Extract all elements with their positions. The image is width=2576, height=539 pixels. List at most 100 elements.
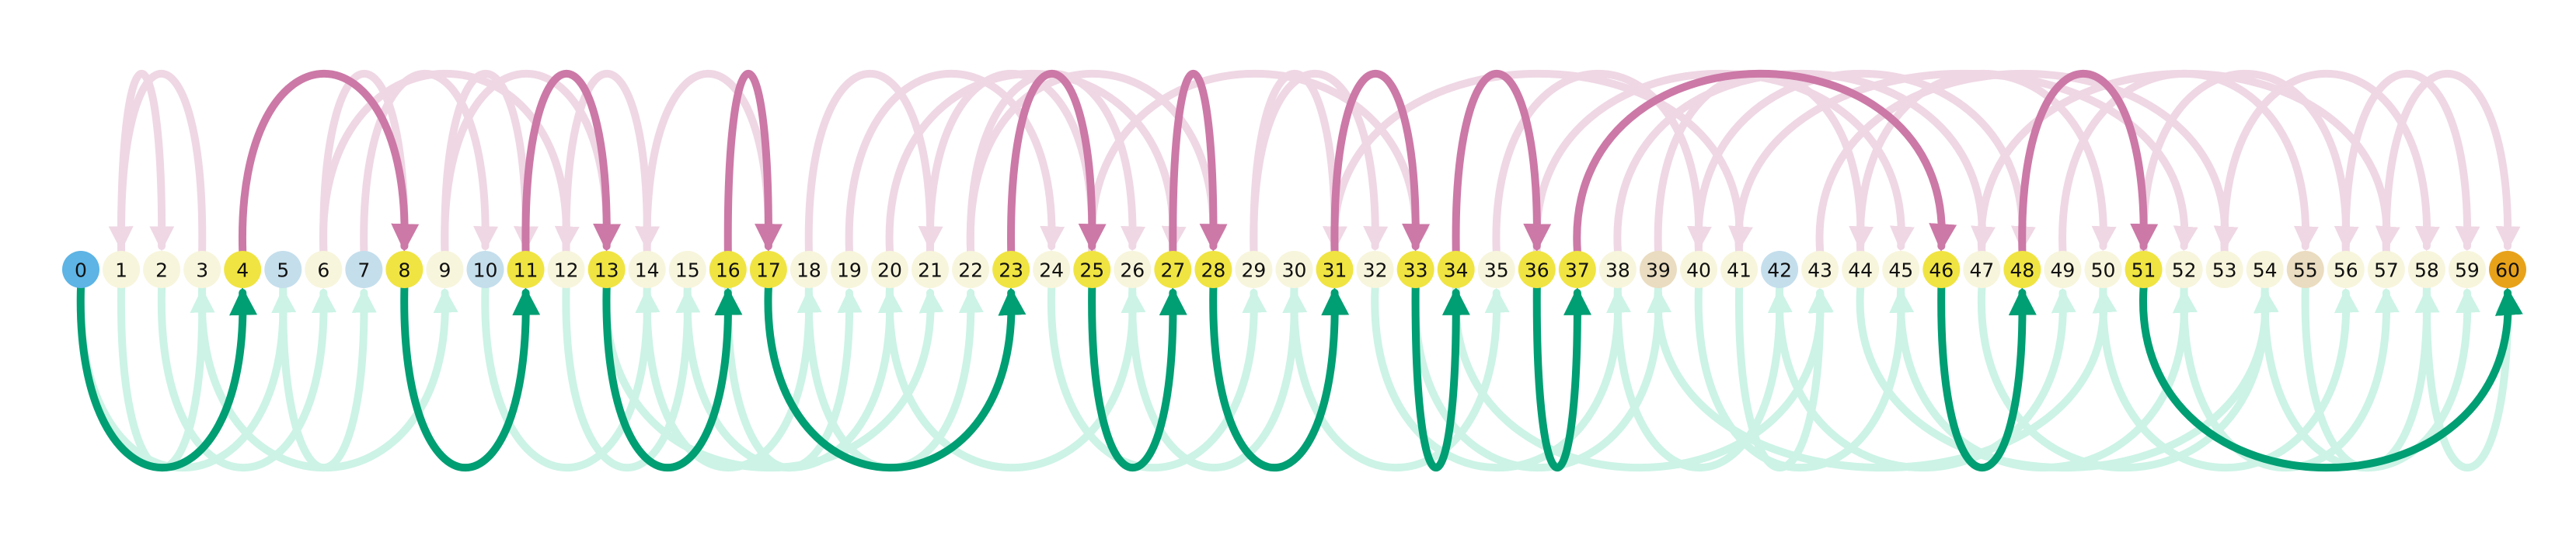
node-circle bbox=[345, 251, 383, 288]
node-circle bbox=[709, 251, 747, 288]
node-circle bbox=[1842, 251, 1880, 288]
node-circle bbox=[1114, 251, 1152, 288]
node-22: 22 bbox=[952, 251, 990, 288]
node-label: 33 bbox=[1403, 259, 1428, 282]
background-edge-53-58 bbox=[2220, 69, 2440, 255]
node-circle bbox=[305, 251, 343, 288]
node-label: 6 bbox=[317, 259, 329, 282]
node-label: 48 bbox=[2010, 259, 2034, 282]
path-edge-27-28 bbox=[1169, 69, 1228, 255]
node-circle bbox=[264, 251, 302, 288]
node-circle bbox=[2327, 251, 2365, 288]
node-label: 37 bbox=[1565, 259, 1590, 282]
node-label: 25 bbox=[1079, 259, 1104, 282]
node-15: 15 bbox=[668, 251, 706, 288]
background-edge-10-14 bbox=[481, 284, 661, 471]
path-edge-33-34 bbox=[1411, 284, 1470, 472]
node-circle bbox=[1598, 251, 1637, 288]
node-circle bbox=[2367, 251, 2405, 288]
node-circle bbox=[668, 251, 706, 288]
node-label: 10 bbox=[473, 259, 498, 282]
background-edge-30-35 bbox=[1290, 284, 1510, 472]
node-label: 8 bbox=[398, 259, 410, 282]
node-label: 44 bbox=[1848, 259, 1873, 282]
background-edge-13-21 bbox=[602, 284, 944, 472]
node-4: 4 bbox=[224, 251, 262, 288]
node-circle bbox=[790, 251, 828, 288]
node-55: 55 bbox=[2286, 251, 2324, 288]
path-edge-11-13 bbox=[521, 70, 622, 255]
node-20: 20 bbox=[871, 251, 908, 288]
node-59: 59 bbox=[2448, 251, 2486, 288]
node-circle bbox=[587, 251, 626, 288]
node-label: 2 bbox=[155, 259, 168, 282]
background-edge-41-43 bbox=[1735, 284, 1833, 471]
node-37: 37 bbox=[1558, 251, 1596, 288]
node-label: 42 bbox=[1767, 259, 1792, 282]
node-circle bbox=[2448, 251, 2486, 288]
node-label: 26 bbox=[1120, 259, 1145, 282]
path-edge-46-48 bbox=[1937, 284, 2037, 471]
node-circle bbox=[749, 251, 787, 288]
node-circle bbox=[2044, 251, 2082, 288]
node-circle bbox=[2165, 251, 2203, 288]
node-circle bbox=[2084, 251, 2122, 288]
background-edge-3-1 bbox=[108, 70, 207, 255]
node-label: 21 bbox=[918, 259, 943, 282]
node-circle bbox=[1316, 251, 1354, 288]
node-label: 41 bbox=[1727, 259, 1752, 282]
node-circle bbox=[1720, 251, 1759, 288]
path-edge-25-27 bbox=[1088, 284, 1187, 471]
node-circle bbox=[1477, 251, 1515, 288]
background-edge-41-52 bbox=[1734, 69, 2198, 255]
node-label: 7 bbox=[357, 259, 370, 282]
node-label: 13 bbox=[594, 259, 619, 282]
node-circle bbox=[952, 251, 990, 288]
node-0: 0 bbox=[62, 251, 99, 288]
node-53: 53 bbox=[2205, 251, 2243, 288]
node-label: 57 bbox=[2374, 259, 2399, 282]
node-circle bbox=[2003, 251, 2041, 288]
background-edge-20-27 bbox=[885, 69, 1187, 255]
node-1: 1 bbox=[103, 251, 141, 288]
node-label: 35 bbox=[1484, 259, 1509, 282]
node-39: 39 bbox=[1639, 251, 1677, 288]
node-6: 6 bbox=[305, 251, 343, 288]
node-2: 2 bbox=[143, 251, 181, 288]
node-label: 50 bbox=[2091, 259, 2116, 282]
path-edge-48-51 bbox=[2018, 69, 2159, 255]
node-circle bbox=[2125, 251, 2163, 288]
node-label: 31 bbox=[1323, 259, 1347, 282]
node-label: 36 bbox=[1525, 259, 1549, 282]
node-26: 26 bbox=[1114, 251, 1152, 288]
path-edge-4-8 bbox=[239, 70, 420, 255]
node-5: 5 bbox=[264, 251, 302, 288]
node-circle bbox=[2205, 251, 2243, 288]
node-7: 7 bbox=[345, 251, 383, 288]
node-label: 55 bbox=[2293, 259, 2318, 282]
node-label: 0 bbox=[75, 259, 87, 282]
node-52: 52 bbox=[2165, 251, 2203, 288]
node-3: 3 bbox=[183, 251, 221, 288]
node-label: 52 bbox=[2172, 259, 2197, 282]
node-label: 22 bbox=[958, 259, 983, 282]
node-circle bbox=[2286, 251, 2324, 288]
path-edge-37-46 bbox=[1573, 69, 1957, 255]
path-edge-16-17 bbox=[723, 69, 783, 255]
node-58: 58 bbox=[2407, 251, 2445, 288]
path-edge-0-4 bbox=[76, 284, 258, 471]
node-circle bbox=[912, 251, 950, 288]
node-label: 20 bbox=[877, 259, 902, 282]
node-30: 30 bbox=[1275, 251, 1313, 288]
node-circle bbox=[2489, 251, 2526, 288]
node-33: 33 bbox=[1396, 251, 1434, 288]
node-label: 34 bbox=[1444, 259, 1469, 282]
node-circle bbox=[2407, 251, 2445, 288]
node-circle bbox=[1922, 251, 1961, 288]
node-12: 12 bbox=[547, 251, 585, 288]
node-label: 4 bbox=[236, 259, 249, 282]
node-60: 60 bbox=[2489, 251, 2526, 288]
node-51: 51 bbox=[2125, 251, 2163, 288]
node-54: 54 bbox=[2246, 251, 2284, 288]
background-edge-55-58 bbox=[2301, 284, 2440, 472]
